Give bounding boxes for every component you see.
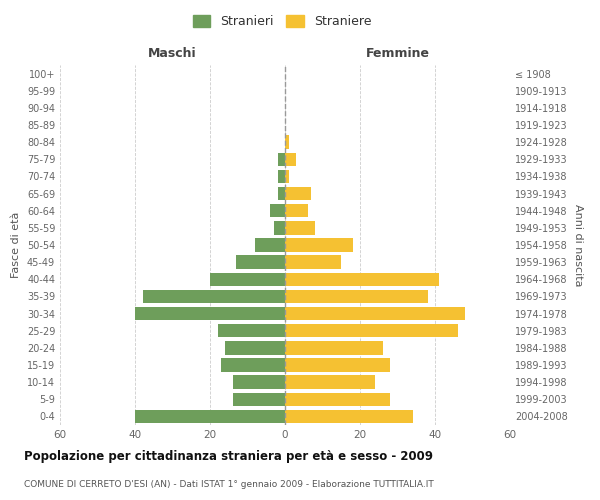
Bar bbox=[277, 187, 285, 200]
Bar bbox=[274, 221, 285, 234]
Bar bbox=[285, 272, 439, 286]
Text: Femmine: Femmine bbox=[365, 47, 430, 60]
Bar bbox=[285, 324, 458, 338]
Y-axis label: Anni di nascita: Anni di nascita bbox=[573, 204, 583, 286]
Text: Popolazione per cittadinanza straniera per età e sesso - 2009: Popolazione per cittadinanza straniera p… bbox=[24, 450, 433, 463]
Bar bbox=[285, 341, 383, 354]
Text: Maschi: Maschi bbox=[148, 47, 197, 60]
Bar bbox=[285, 358, 390, 372]
Bar bbox=[236, 256, 285, 269]
Bar bbox=[285, 410, 413, 423]
Bar bbox=[218, 324, 285, 338]
Bar bbox=[210, 272, 285, 286]
Bar bbox=[285, 376, 375, 389]
Bar bbox=[285, 170, 289, 183]
Bar bbox=[285, 238, 353, 252]
Bar bbox=[277, 170, 285, 183]
Bar bbox=[285, 136, 289, 149]
Bar bbox=[225, 341, 285, 354]
Bar bbox=[285, 152, 296, 166]
Y-axis label: Fasce di età: Fasce di età bbox=[11, 212, 21, 278]
Bar bbox=[285, 392, 390, 406]
Bar bbox=[285, 290, 427, 303]
Bar bbox=[285, 256, 341, 269]
Bar bbox=[233, 376, 285, 389]
Legend: Stranieri, Straniere: Stranieri, Straniere bbox=[189, 11, 375, 32]
Bar bbox=[285, 307, 465, 320]
Bar bbox=[135, 410, 285, 423]
Bar bbox=[270, 204, 285, 218]
Bar bbox=[285, 221, 315, 234]
Bar bbox=[143, 290, 285, 303]
Bar bbox=[277, 152, 285, 166]
Bar bbox=[233, 392, 285, 406]
Text: COMUNE DI CERRETO D'ESI (AN) - Dati ISTAT 1° gennaio 2009 - Elaborazione TUTTITA: COMUNE DI CERRETO D'ESI (AN) - Dati ISTA… bbox=[24, 480, 434, 489]
Bar bbox=[285, 187, 311, 200]
Bar bbox=[221, 358, 285, 372]
Bar bbox=[255, 238, 285, 252]
Bar bbox=[135, 307, 285, 320]
Bar bbox=[285, 204, 308, 218]
